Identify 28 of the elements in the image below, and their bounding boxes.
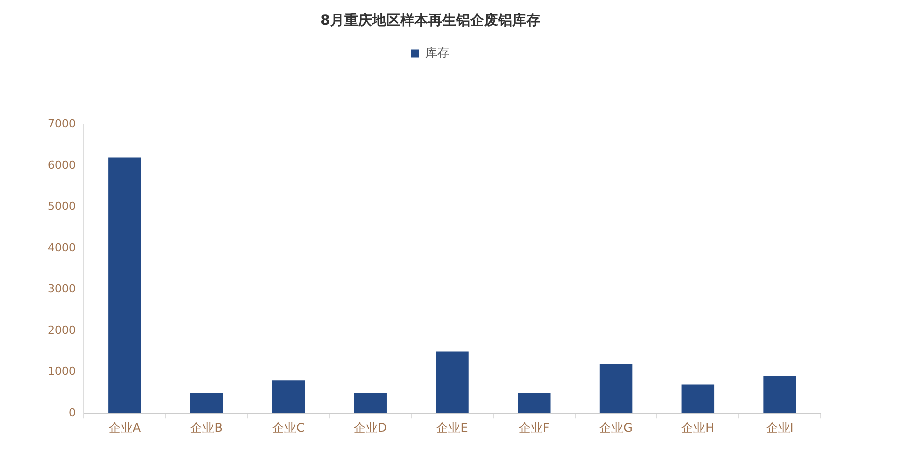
- y-tick-label: 2000: [48, 324, 76, 337]
- y-tick-label: 3000: [48, 282, 76, 296]
- x-tick-label: 企业G: [600, 420, 633, 435]
- bar: [108, 158, 142, 414]
- bar: [682, 384, 715, 414]
- y-tick-label: 5000: [48, 200, 76, 214]
- x-tick-label: 企业I: [766, 420, 794, 435]
- x-tick-label: 企业H: [682, 420, 715, 435]
- bar: [190, 392, 224, 414]
- chart-title: 8月重庆地区样本再生铝企废铝库存: [320, 12, 540, 30]
- x-tick-label: 企业B: [190, 420, 223, 435]
- x-tick-label: 企业F: [518, 420, 550, 435]
- y-tick-label: 1000: [48, 365, 76, 378]
- y-tick-label: 7000: [48, 118, 76, 131]
- bar: [436, 352, 469, 414]
- x-tick-label: 企业D: [354, 420, 388, 435]
- x-tick-label: 企业A: [108, 420, 142, 435]
- legend-label: 库存: [426, 46, 450, 60]
- y-tick-label: 6000: [48, 158, 76, 172]
- bar: [518, 392, 551, 414]
- bar: [354, 392, 387, 414]
- bar: [600, 364, 633, 414]
- y-tick-label: 0: [68, 406, 76, 420]
- bar: [272, 380, 306, 414]
- y-tick-label: 4000: [48, 241, 76, 254]
- x-tick-label: 企业C: [272, 420, 305, 435]
- bar: [764, 376, 796, 414]
- x-tick-label: 企业E: [436, 420, 468, 435]
